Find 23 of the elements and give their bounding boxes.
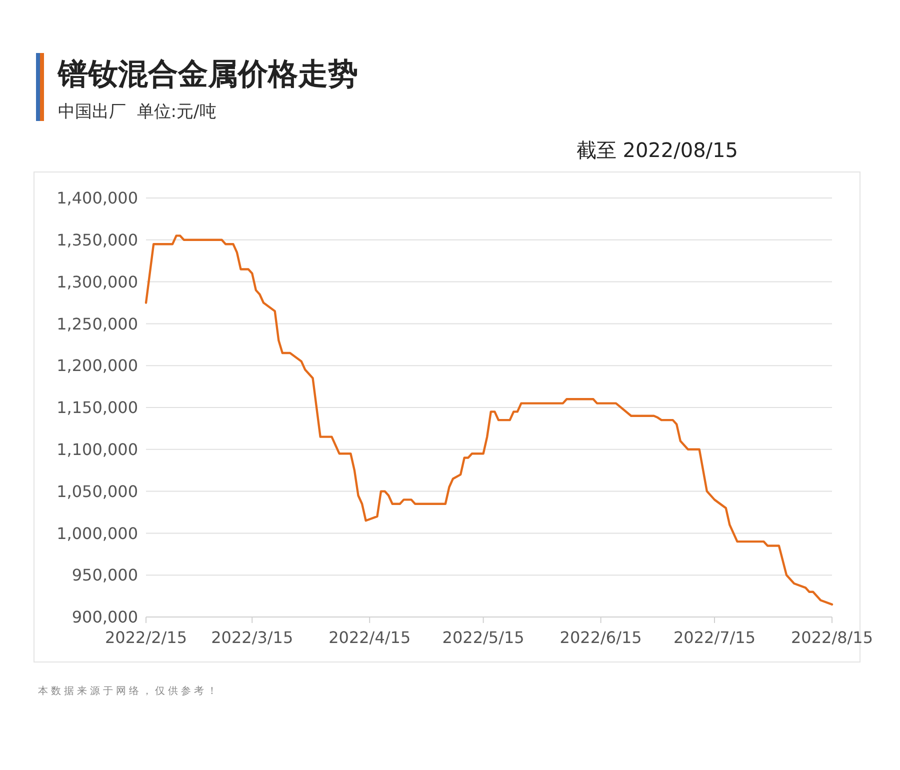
y-tick-label: 1,300,000 <box>56 272 138 292</box>
y-tick-label: 1,150,000 <box>56 398 138 418</box>
chart-title: 镨钕混合金属价格走势 <box>57 57 358 92</box>
y-tick-label: 900,000 <box>72 608 138 627</box>
x-tick-label: 2022/5/15 <box>442 628 524 647</box>
y-tick-label: 1,050,000 <box>56 482 138 501</box>
y-tick-label: 1,200,000 <box>56 356 138 376</box>
y-tick-label: 1,000,000 <box>56 524 138 543</box>
x-tick-label: 2022/3/15 <box>211 628 294 647</box>
line-series <box>144 234 834 606</box>
x-tick-label: 2022/7/15 <box>673 628 756 647</box>
y-tick-label: 1,350,000 <box>56 230 138 250</box>
text: 截至 2022/08/15 <box>576 138 738 162</box>
chart-subtitle: 中国出厂 单位:元/吨 <box>58 102 216 122</box>
x-tick-label: 2022/6/15 <box>560 628 642 647</box>
x-tick-label: 2022/8/15 <box>790 628 874 647</box>
y-tick-label: 950,000 <box>72 566 138 585</box>
y-tick-label: 1,250,000 <box>56 314 138 334</box>
y-tick-label: 1,100,000 <box>56 440 138 459</box>
y-tick-label: 1,400,000 <box>56 188 138 208</box>
x-tick-label: 2022/2/15 <box>104 628 188 647</box>
x-tick-label: 2022/4/15 <box>328 628 411 647</box>
text: 本数据来源于网络，仅供参考！ <box>38 685 220 697</box>
